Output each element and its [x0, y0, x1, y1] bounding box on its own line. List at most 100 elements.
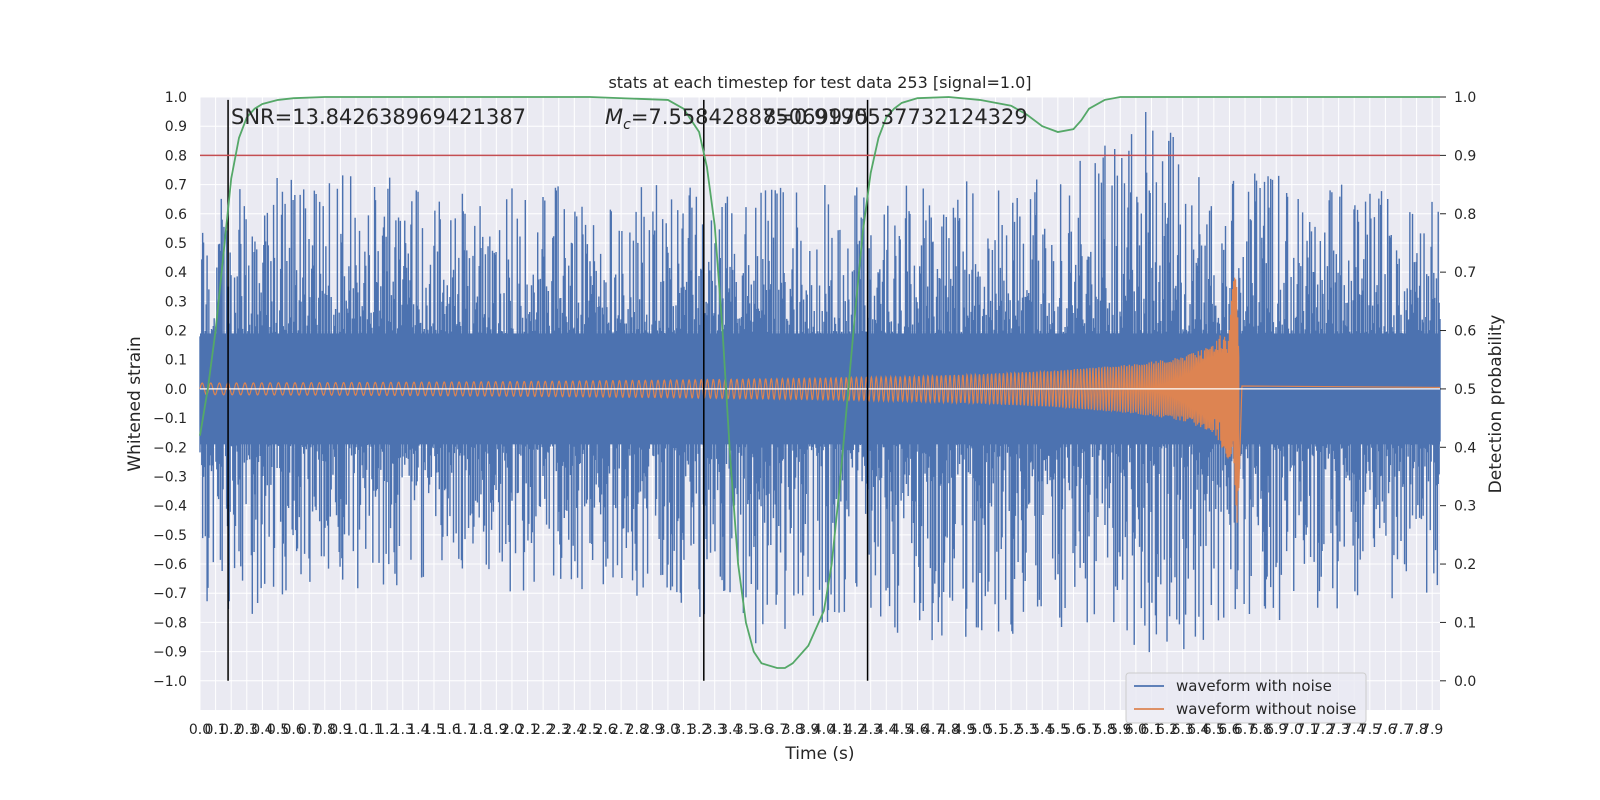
chirp-mass-value: =7.558428875069975 [631, 105, 869, 129]
y-right-tick-label: 0.1 [1454, 615, 1476, 631]
y-right-tick-label: 0.4 [1454, 440, 1476, 456]
x-tick-label: 0.4 [251, 722, 273, 738]
x-tick-label: 3.4 [719, 722, 741, 738]
y-right-tick-label: 0.9 [1454, 148, 1476, 164]
y-tick-label: −0.4 [153, 499, 187, 515]
x-tick-label: 1.7 [454, 722, 476, 738]
x-tick-label: 4.5 [891, 722, 913, 738]
x-tick-label: 3.5 [735, 722, 757, 738]
x-tick-label: 3.7 [766, 722, 788, 738]
y-tick-label: −0.8 [153, 615, 187, 631]
x-tick-label: 5.6 [1062, 722, 1084, 738]
x-tick-label: 7.2 [1312, 722, 1334, 738]
y-tick-label: −0.7 [153, 586, 187, 602]
x-tick-label: 6.8 [1249, 722, 1271, 738]
x-tick-label: 2.7 [610, 722, 632, 738]
x-tick-label: 6.7 [1234, 722, 1256, 738]
x-tick-label: 3.1 [672, 722, 694, 738]
x-tick-label: 7.8 [1405, 722, 1427, 738]
y-right-tick-label: 0.6 [1454, 324, 1476, 340]
x-tick-label: 3.8 [782, 722, 804, 738]
x-tick-label: 1.1 [360, 722, 382, 738]
x-tick-label: 0.0 [189, 722, 211, 738]
x-tick-label: 6.3 [1172, 722, 1194, 738]
x-tick-label: 3.9 [797, 722, 819, 738]
snr-annotation: SNR=13.842638969421387 [231, 105, 526, 129]
overlap-annotation: 8=0.9190537732124329 [763, 105, 1028, 129]
y-tick-label: −0.5 [153, 528, 187, 544]
x-tick-label: 3.6 [750, 722, 772, 738]
x-tick-label: 7.1 [1296, 722, 1318, 738]
y-tick-label: −0.3 [153, 469, 187, 485]
x-tick-label: 7.7 [1390, 722, 1412, 738]
x-tick-label: 4.6 [906, 722, 928, 738]
x-tick-label: 4.4 [875, 722, 897, 738]
y-axis-label: Whitened strain [125, 336, 145, 471]
x-tick-label: 0.6 [282, 722, 304, 738]
x-tick-label: 1.5 [423, 722, 445, 738]
y-tick-label: 0.9 [165, 119, 187, 135]
x-tick-label: 2.0 [501, 722, 523, 738]
x-tick-label: 2.8 [626, 722, 648, 738]
x-tick-label: 2.6 [594, 722, 616, 738]
x-tick-label: 6.6 [1218, 722, 1240, 738]
y-tick-label: 0.5 [165, 236, 187, 252]
y-right-tick-label: 0.0 [1454, 674, 1476, 690]
x-tick-label: 5.1 [984, 722, 1006, 738]
x-tick-label: 2.1 [516, 722, 538, 738]
x-tick-label: 5.4 [1031, 722, 1053, 738]
x-tick-label: 0.3 [236, 722, 258, 738]
x-tick-label: 2.2 [532, 722, 554, 738]
y-right-tick-label: 0.8 [1454, 207, 1476, 223]
x-tick-label: 0.1 [204, 722, 226, 738]
x-tick-label: 1.9 [485, 722, 507, 738]
tick-labels: 0.00.10.20.30.40.50.60.70.80.91.01.11.21… [153, 90, 1476, 738]
x-tick-label: 5.7 [1078, 722, 1100, 738]
y-tick-label: −0.2 [153, 440, 187, 456]
legend-label-clean: waveform without noise [1176, 700, 1356, 718]
legend-box [1125, 672, 1367, 724]
x-tick-label: 1.6 [438, 722, 460, 738]
x-tick-label: 4.8 [938, 722, 960, 738]
x-tick-label: 5.9 [1109, 722, 1131, 738]
y-tick-label: 0.7 [165, 178, 187, 194]
y-right-tick-label: 0.5 [1454, 382, 1476, 398]
x-tick-label: 4.7 [922, 722, 944, 738]
x-tick-label: 6.5 [1203, 722, 1225, 738]
detection-probability-line [199, 96, 1440, 669]
x-tick-label: 0.7 [298, 722, 320, 738]
x-tick-label: 1.8 [470, 722, 492, 738]
x-tick-label: 5.0 [969, 722, 991, 738]
x-tick-label: 2.9 [641, 722, 663, 738]
x-tick-label: 4.2 [844, 722, 866, 738]
x-axis-label: Time (s) [784, 744, 854, 764]
y-tick-label: 1.0 [165, 90, 187, 106]
x-tick-label: 0.2 [220, 722, 242, 738]
x-tick-label: 5.3 [1016, 722, 1038, 738]
y-right-tick-label: 0.2 [1454, 557, 1476, 573]
y-tick-label: 0.1 [165, 353, 187, 369]
x-tick-label: 7.3 [1327, 722, 1349, 738]
y-tick-label: 0.4 [165, 265, 187, 281]
chirp-mass-subscript: c [623, 117, 631, 133]
x-tick-label: 6.1 [1140, 722, 1162, 738]
x-tick-label: 6.0 [1125, 722, 1147, 738]
legend-label-noise: waveform with noise [1176, 677, 1332, 695]
chirp-mass-annotation: Mc=7.558428875069975 [605, 105, 869, 133]
y-tick-label: 0.8 [165, 148, 187, 164]
x-tick-label: 7.5 [1359, 722, 1381, 738]
x-tick-label: 6.9 [1265, 722, 1287, 738]
detection-probability-series [199, 96, 1440, 669]
x-tick-label: 1.0 [345, 722, 367, 738]
x-tick-label: 2.3 [548, 722, 570, 738]
x-tick-label: 5.5 [1047, 722, 1069, 738]
y-right-tick-label: 0.7 [1454, 265, 1476, 281]
x-tick-label: 1.3 [392, 722, 414, 738]
x-tick-label: 3.0 [657, 722, 679, 738]
x-tick-label: 5.2 [1000, 722, 1022, 738]
x-tick-label: 4.0 [813, 722, 835, 738]
legend: waveform with noise waveform without noi… [1125, 672, 1367, 724]
y-right-tick-label: 0.3 [1454, 499, 1476, 515]
x-tick-label: 7.0 [1281, 722, 1303, 738]
